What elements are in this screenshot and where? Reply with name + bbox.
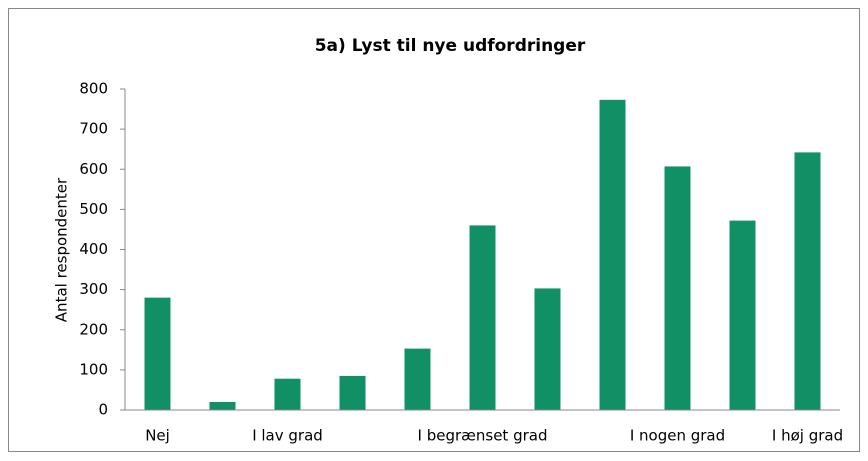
x-tick-label: I lav grad bbox=[252, 427, 323, 445]
x-tick-label: I nogen grad bbox=[630, 427, 725, 445]
y-axis-label: Antal respondenter bbox=[53, 177, 71, 322]
bar bbox=[729, 220, 756, 410]
bar bbox=[534, 288, 561, 410]
bar bbox=[339, 375, 366, 410]
x-tick-label: I begrænset grad bbox=[418, 427, 548, 445]
bar bbox=[144, 297, 171, 410]
bar bbox=[469, 225, 496, 410]
y-tick-label: 200 bbox=[79, 320, 108, 338]
y-tick-label: 400 bbox=[79, 240, 108, 258]
y-tick-label: 300 bbox=[79, 280, 108, 298]
x-tick-label: Nej bbox=[145, 427, 170, 445]
bar bbox=[664, 166, 691, 410]
bar bbox=[794, 152, 821, 410]
y-tick-label: 800 bbox=[79, 80, 108, 98]
chart-title: 5a) Lyst til nye udfordringer bbox=[315, 36, 586, 56]
bar bbox=[404, 348, 431, 410]
y-tick-label: 500 bbox=[79, 200, 108, 218]
x-tick-label: I høj grad bbox=[772, 427, 843, 445]
bar bbox=[274, 378, 301, 410]
bar bbox=[209, 401, 236, 410]
bar bbox=[599, 99, 626, 411]
y-tick-label: 0 bbox=[98, 401, 108, 419]
y-tick-label: 600 bbox=[79, 160, 108, 178]
y-tick-label: 700 bbox=[79, 120, 108, 138]
y-tick-label: 100 bbox=[79, 360, 108, 378]
